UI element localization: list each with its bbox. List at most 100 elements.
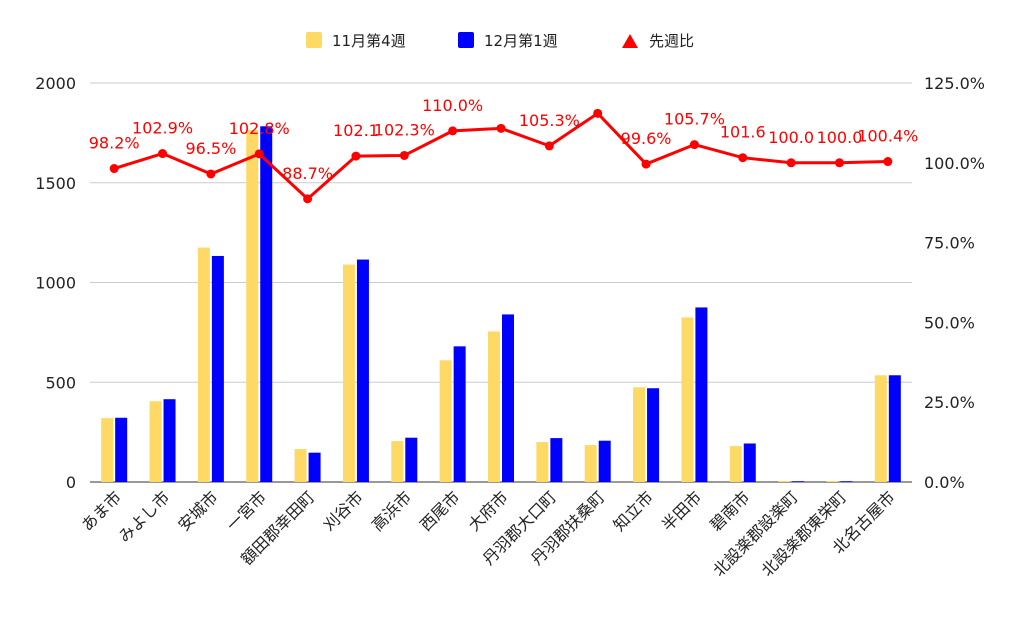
legend-swatch <box>458 32 474 48</box>
bar <box>439 360 452 482</box>
right-tick-label: 25.0% <box>924 393 975 412</box>
right-tick-label: 0.0% <box>924 473 965 492</box>
ratio-data-label: 102.3% <box>374 120 435 139</box>
bar <box>536 442 549 482</box>
left-tick-label: 1500 <box>35 174 76 193</box>
bar <box>197 247 210 482</box>
right-axis: 0.0% 25.0% 50.0% 75.0% 100.0% 125.0% <box>924 74 985 492</box>
bar <box>888 375 901 482</box>
ratio-data-label: 100.4% <box>857 127 918 146</box>
bar <box>453 346 466 482</box>
ratio-point <box>303 194 313 204</box>
category-label: みよし市 <box>115 487 174 546</box>
bar <box>874 375 887 482</box>
ratio-point <box>834 158 844 168</box>
ratio-data-label: 102.8% <box>229 119 290 138</box>
ratio-data-label: 102.9% <box>132 119 193 138</box>
ratio-data-label: 98.2% <box>89 134 140 153</box>
ratio-data-label: 101.6 <box>720 123 766 142</box>
bar <box>294 449 307 482</box>
ratio-point <box>786 158 796 168</box>
category-label: 半田市 <box>658 487 705 534</box>
ratio-point <box>689 140 699 150</box>
bar <box>246 129 259 482</box>
bar <box>647 388 660 482</box>
ratio-point <box>448 126 458 136</box>
ratio-line <box>109 108 893 204</box>
ratio-data-label: 110.0% <box>422 96 483 115</box>
bar <box>598 440 611 482</box>
bar <box>792 481 805 483</box>
ratio-point <box>158 149 168 159</box>
legend: 11月第4週 12月第1週 先週比 <box>306 32 694 50</box>
ratio-point <box>399 150 409 160</box>
category-label: 北設楽郡設楽町 <box>709 487 802 580</box>
legend-swatch <box>306 32 322 48</box>
legend-triangle-icon <box>622 34 638 48</box>
left-tick-label: 2000 <box>35 74 76 93</box>
bar <box>840 481 853 483</box>
legend-label: 先週比 <box>649 32 694 50</box>
ratio-data-label: 102.1 <box>333 121 379 140</box>
legend-label: 11月第4週 <box>332 32 406 50</box>
category-label: 大府市 <box>464 487 511 534</box>
left-tick-label: 1000 <box>35 274 76 293</box>
bar <box>502 314 514 482</box>
bar <box>681 317 694 482</box>
category-label: 北設楽郡東栄町 <box>758 487 851 580</box>
right-tick-label: 125.0% <box>924 74 985 93</box>
category-label: 安城市 <box>174 487 221 534</box>
bar <box>342 264 355 482</box>
ratio-data-label: 105.7% <box>664 110 725 129</box>
category-label: 一宮市 <box>223 487 270 534</box>
ratio-point <box>593 108 603 118</box>
ratio-point <box>351 151 361 161</box>
right-tick-label: 100.0% <box>924 154 985 173</box>
ratio-point <box>206 169 216 179</box>
bar <box>149 401 162 482</box>
bar <box>584 445 597 482</box>
ratio-data-label: 96.5% <box>185 139 236 158</box>
ratio-point <box>738 153 748 163</box>
bar <box>211 255 224 482</box>
bar <box>115 417 128 482</box>
category-label: 知立市 <box>610 487 657 534</box>
left-axis: 0 500 1000 1500 2000 <box>35 74 76 492</box>
bar <box>260 126 273 482</box>
right-tick-label: 75.0% <box>924 234 975 253</box>
ratio-data-label: 99.6% <box>621 129 672 148</box>
left-tick-label: 500 <box>45 373 76 392</box>
category-label: 高浜市 <box>368 487 415 534</box>
ratio-point <box>254 149 264 159</box>
bar <box>778 481 791 482</box>
gridlines <box>90 82 912 483</box>
category-label: 碧南市 <box>706 487 753 534</box>
bar <box>633 387 646 482</box>
bar <box>729 446 742 482</box>
legend-label: 12月第1週 <box>484 32 558 50</box>
bar <box>308 452 321 482</box>
bar <box>163 399 176 482</box>
ratio-point <box>883 157 893 167</box>
right-tick-label: 50.0% <box>924 313 975 332</box>
ratio-point <box>641 159 651 169</box>
ratio-data-label: 88.7% <box>282 164 333 183</box>
category-label: 刈谷市 <box>319 487 366 534</box>
category-label: 西尾市 <box>416 487 463 534</box>
bar <box>356 259 369 482</box>
ratio-data-label: 100.0 <box>768 128 814 147</box>
bar <box>488 331 500 482</box>
ratio-point <box>109 164 119 174</box>
bar <box>101 418 114 482</box>
ratio-point <box>544 141 554 151</box>
ratio-point <box>496 123 506 133</box>
bar <box>743 443 756 482</box>
ratio-data-label: 100.0 <box>817 128 863 147</box>
bar <box>550 438 563 482</box>
category-label: あま市 <box>78 487 125 534</box>
bar <box>391 441 404 482</box>
bar <box>826 481 839 482</box>
